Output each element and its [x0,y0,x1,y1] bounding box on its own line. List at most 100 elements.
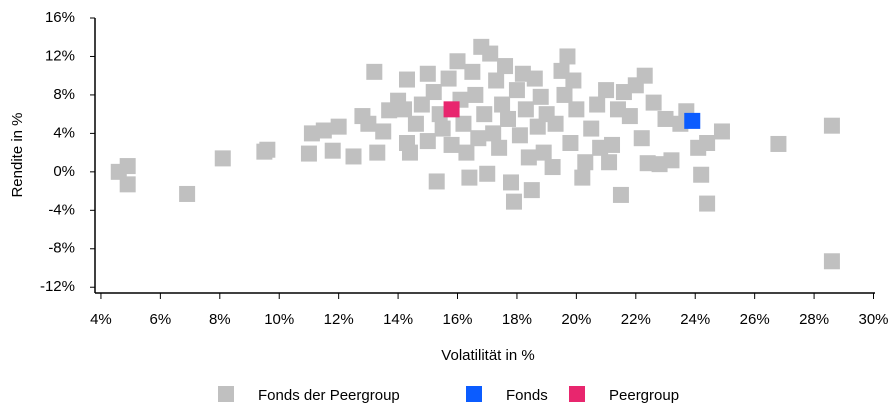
point [503,174,519,191]
point [440,70,457,87]
point [179,185,196,202]
point [330,118,347,135]
point [693,166,710,183]
point [589,96,606,113]
x-tick-label: 10% [264,311,294,328]
point [562,135,579,151]
point [494,96,511,113]
point [529,118,546,135]
point [612,186,629,203]
point [458,144,475,161]
point [369,144,386,161]
point [300,145,317,162]
y-tick-label: 8% [53,86,75,103]
point [455,115,472,132]
point [547,115,564,132]
legend-label: Peergroup [609,387,679,404]
point [434,120,451,137]
y-tick-label: -12% [40,278,75,295]
x-tick-label: 24% [680,311,710,328]
x-tick-label: 30% [858,311,888,328]
point [823,117,840,134]
y-tick-label: 0% [53,163,75,180]
y-axis-title: Rendite in % [9,112,26,197]
point [601,154,618,171]
point [488,72,505,89]
point [663,152,680,169]
point [476,106,493,123]
y-tick-label: -8% [48,240,75,257]
point [633,130,650,147]
point [535,144,552,161]
point [315,122,332,139]
x-tick-label: 6% [150,311,172,328]
point [497,58,514,75]
x-tick-label: 28% [799,311,829,328]
point [467,86,484,103]
point [214,150,231,167]
point [508,82,525,99]
point [119,158,136,175]
point [428,173,445,190]
point [360,115,377,132]
point [713,123,730,140]
point [604,136,621,153]
y-tick-label: 12% [45,47,75,64]
x-tick-label: 14% [383,311,413,328]
point [449,53,466,70]
legend-marker [218,386,234,402]
point [366,63,383,80]
point [565,72,582,89]
point [470,130,487,147]
point [583,120,600,137]
x-tick-label: 18% [502,311,532,328]
point [413,96,430,113]
x-tick-label: 4% [90,311,112,328]
point [598,82,615,99]
point [574,169,591,186]
point [324,142,341,159]
point [684,112,701,129]
point [526,70,543,87]
point [419,133,436,150]
point [559,48,576,65]
point [621,108,638,125]
point [568,101,585,118]
point [657,110,674,127]
legend-marker [569,386,585,402]
point [425,84,442,101]
point [464,63,481,80]
point [407,115,424,132]
point [556,86,573,103]
point [482,45,499,62]
point [375,123,392,140]
point [699,195,716,212]
x-tick-label: 8% [209,311,231,328]
legend-marker [466,386,482,402]
point [511,127,528,144]
legend-label: Fonds der Peergroup [258,387,400,404]
point [577,154,594,171]
point [443,136,460,153]
point [259,141,276,158]
point [544,159,561,176]
x-tick-label: 22% [621,311,651,328]
point [645,94,662,111]
x-tick-label: 26% [740,311,770,328]
x-tick-label: 16% [442,311,472,328]
y-tick-label: -4% [48,201,75,218]
x-axis-title: Volatilität in % [441,347,534,364]
point [532,88,549,105]
point [500,110,517,127]
point [770,135,787,152]
point [823,253,840,270]
point [636,67,653,84]
point [443,101,460,118]
point [699,135,716,151]
point [399,71,415,88]
x-tick-label: 20% [561,311,591,328]
point [345,148,362,165]
point [485,125,502,142]
point [396,101,413,118]
